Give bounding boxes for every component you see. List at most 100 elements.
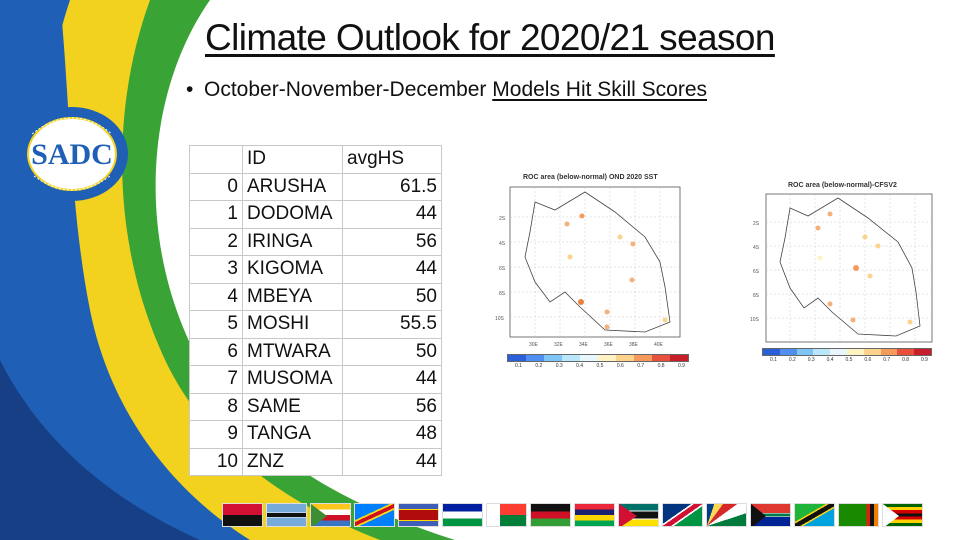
flag-mozambique-icon <box>618 503 659 527</box>
svg-text:10S: 10S <box>495 316 505 322</box>
flag-angola-icon <box>222 503 263 527</box>
table-cell-avghs: 56 <box>342 227 442 256</box>
map-plot: 2S 4S 6S 8S 10S <box>750 193 933 343</box>
svg-text:8S: 8S <box>753 293 760 299</box>
table-row: 9 TANGA 48 <box>189 420 442 449</box>
flag-lesotho-icon <box>442 503 483 527</box>
colorbar-swatch <box>598 355 616 361</box>
colorbar-label: 0.8 <box>657 363 665 369</box>
map-title: ROC area (below-normal) OND 2020 SST <box>523 174 658 181</box>
table-cell-index: 4 <box>189 282 243 311</box>
table-row: 2 IRINGA 56 <box>189 227 442 256</box>
table-row: 0 ARUSHA 61.5 <box>189 172 442 201</box>
colorbar-label: 0.1 <box>770 357 777 363</box>
map-plot: 2S 4S 6S 8S 10S 30E 32E 34E 36E 38E 40E <box>495 186 681 348</box>
table-cell-id: SAME <box>242 392 343 421</box>
flag-madagascar-icon <box>486 503 527 527</box>
table-row: 1 DODOMA 44 <box>189 200 442 229</box>
svg-text:2S: 2S <box>753 221 760 227</box>
colorbar-label: 0.3 <box>555 363 563 369</box>
colorbar <box>507 354 689 362</box>
table-row: 5 MOSHI 55.5 <box>189 310 442 339</box>
colorbar-label: 0.2 <box>535 363 543 369</box>
table-cell-avghs: 50 <box>342 337 442 366</box>
colorbar-label: 0.8 <box>902 357 910 363</box>
svg-text:36E: 36E <box>604 342 614 348</box>
flag-tanzania-icon <box>794 503 835 527</box>
bullet-text-underlined: Models Hit Skill Scores <box>492 78 707 101</box>
colorbar-swatch <box>562 355 580 361</box>
sadc-logo: SADC <box>12 104 132 204</box>
table-cell-avghs: 44 <box>342 200 442 229</box>
colorbar-swatch <box>652 355 670 361</box>
table-cell-index: 6 <box>189 337 243 366</box>
flag-seychelles-icon <box>706 503 747 527</box>
colorbar-swatch <box>670 355 688 361</box>
table-cell-id: IRINGA <box>242 227 343 256</box>
table-cell-id: KIGOMA <box>242 255 343 284</box>
flag-namibia-icon <box>662 503 703 527</box>
table-cell-index: 9 <box>189 420 243 449</box>
flag-botswana-icon <box>266 503 307 527</box>
table-cell-id: MOSHI <box>242 310 343 339</box>
colorbar-label: 0.2 <box>788 357 796 363</box>
table-cell-id: TANGA <box>242 420 343 449</box>
colorbar-swatch <box>880 349 898 355</box>
table-cell-index: 10 <box>189 447 243 476</box>
svg-text:32E: 32E <box>554 342 564 348</box>
flag-malawi-icon <box>530 503 571 527</box>
svg-text:38E: 38E <box>629 342 639 348</box>
colorbar-label: 0.4 <box>576 363 584 369</box>
colorbar-labels: 0.1 0.2 0.3 0.4 0.5 0.6 0.7 0.8 0.9 <box>770 357 928 363</box>
svg-text:30E: 30E <box>529 342 539 348</box>
colorbar-swatch <box>846 349 864 355</box>
colorbar-label: 0.5 <box>845 357 853 363</box>
table-cell-avghs: 48 <box>342 420 442 449</box>
table-row: 4 MBEYA 50 <box>189 282 442 311</box>
flag-mauritius-icon <box>574 503 615 527</box>
table-cell-avghs: 61.5 <box>342 172 442 201</box>
table-row: 10 ZNZ 44 <box>189 447 442 476</box>
colorbar-swatch <box>634 355 652 361</box>
colorbar-label: 0.6 <box>616 363 624 369</box>
colorbar-swatch <box>526 355 544 361</box>
colorbar-labels: 0.1 0.2 0.3 0.4 0.5 0.6 0.7 0.8 0.9 <box>515 363 685 369</box>
svg-text:10S: 10S <box>750 317 760 323</box>
table-cell-index: 7 <box>189 365 243 394</box>
bullet-icon: • <box>186 78 194 101</box>
table-row: 7 MUSOMA 44 <box>189 365 442 394</box>
table-header-id: ID <box>242 145 343 174</box>
table-header-index <box>189 145 243 174</box>
flag-comoros-icon <box>310 503 351 527</box>
colorbar-swatch <box>616 355 634 361</box>
table-cell-avghs: 44 <box>342 255 442 284</box>
svg-text:40E: 40E <box>654 342 664 348</box>
colorbar-swatch <box>897 349 915 355</box>
table-cell-id: MTWARA <box>242 337 343 366</box>
colorbar <box>762 348 932 356</box>
colorbar-label: 0.7 <box>883 357 891 363</box>
flag-zambia-icon <box>838 503 879 527</box>
table-cell-id: DODOMA <box>242 200 343 229</box>
svg-text:4S: 4S <box>753 245 760 251</box>
table-cell-avghs: 44 <box>342 447 442 476</box>
table-cell-id: ARUSHA <box>242 172 343 201</box>
bullet-text-prefix: October-November-December <box>204 78 493 101</box>
table-cell-avghs: 55.5 <box>342 310 442 339</box>
svg-text:34E: 34E <box>579 342 589 348</box>
colorbar-label: 0.5 <box>596 363 604 369</box>
table-header-avghs: avgHS <box>342 145 442 174</box>
colorbar-label: 0.9 <box>921 357 928 363</box>
table-cell-id: ZNZ <box>242 447 343 476</box>
colorbar-swatch <box>796 349 814 355</box>
table-header-row: ID avgHS <box>189 145 442 174</box>
colorbar-label: 0.4 <box>826 357 834 363</box>
table-cell-index: 0 <box>189 172 243 201</box>
roc-map-cfsv2: ROC area (below-normal)-CFSV2 2S 4S 6S 8S 10… <box>750 180 940 370</box>
colorbar-swatch <box>763 349 780 355</box>
hit-skill-table: ID avgHS 0 ARUSHA 61.5 1 DODOMA 44 2 IRINGA 56… <box>189 145 442 476</box>
table-cell-index: 1 <box>189 200 243 229</box>
table-cell-index: 2 <box>189 227 243 256</box>
flag-zimbabwe-icon <box>882 503 923 527</box>
colorbar-label: 0.3 <box>807 357 815 363</box>
